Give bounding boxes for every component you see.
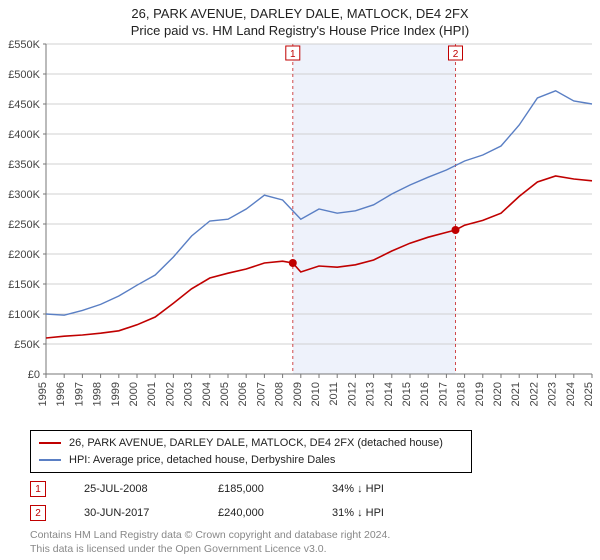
svg-text:£250K: £250K [8, 219, 40, 231]
svg-text:2023: 2023 [547, 382, 559, 406]
legend-swatch-property [39, 442, 61, 444]
svg-text:2020: 2020 [492, 382, 504, 406]
svg-text:£0: £0 [28, 369, 40, 381]
attribution-line1: Contains HM Land Registry data © Crown c… [30, 529, 590, 543]
svg-text:2000: 2000 [128, 382, 140, 406]
sale-row-1: 1 25-JUL-2008 £185,000 34% ↓ HPI [30, 481, 590, 497]
svg-text:2: 2 [453, 49, 459, 60]
svg-text:1995: 1995 [37, 382, 49, 406]
svg-text:£450K: £450K [8, 99, 40, 111]
svg-text:1997: 1997 [73, 382, 85, 406]
svg-text:£200K: £200K [8, 249, 40, 261]
svg-text:2024: 2024 [565, 382, 577, 406]
attribution-line2: This data is licensed under the Open Gov… [30, 543, 590, 557]
attribution: Contains HM Land Registry data © Crown c… [30, 529, 590, 556]
svg-text:2007: 2007 [255, 382, 267, 406]
svg-text:1999: 1999 [110, 382, 122, 406]
legend-row-property: 26, PARK AVENUE, DARLEY DALE, MATLOCK, D… [39, 435, 463, 452]
sale-price-2: £240,000 [218, 507, 328, 519]
svg-text:2002: 2002 [164, 382, 176, 406]
svg-text:2019: 2019 [474, 382, 486, 406]
svg-text:£50K: £50K [14, 339, 40, 351]
svg-text:2004: 2004 [201, 382, 213, 406]
chart-subtitle: Price paid vs. HM Land Registry's House … [0, 23, 600, 38]
svg-text:1996: 1996 [55, 382, 67, 406]
svg-text:2014: 2014 [383, 382, 395, 406]
sale-date-2: 30-JUN-2017 [84, 507, 214, 519]
sale-price-1: £185,000 [218, 483, 328, 495]
svg-text:2018: 2018 [456, 382, 468, 406]
footer-block: 26, PARK AVENUE, DARLEY DALE, MATLOCK, D… [30, 430, 590, 556]
sale-row-2: 2 30-JUN-2017 £240,000 31% ↓ HPI [30, 505, 590, 521]
svg-text:2010: 2010 [310, 382, 322, 406]
svg-text:2003: 2003 [183, 382, 195, 406]
svg-text:2005: 2005 [219, 382, 231, 406]
sale-marker-1: 1 [30, 481, 46, 497]
sale-diff-1: 34% ↓ HPI [332, 483, 452, 495]
svg-text:2025: 2025 [583, 382, 595, 406]
sale-diff-2: 31% ↓ HPI [332, 507, 452, 519]
svg-text:£400K: £400K [8, 129, 40, 141]
svg-text:£500K: £500K [8, 69, 40, 81]
legend-swatch-hpi [39, 459, 61, 461]
svg-text:2021: 2021 [510, 382, 522, 406]
svg-text:£300K: £300K [8, 189, 40, 201]
svg-text:2017: 2017 [437, 382, 449, 406]
svg-text:2001: 2001 [146, 382, 158, 406]
svg-text:£550K: £550K [8, 39, 40, 51]
svg-text:2006: 2006 [237, 382, 249, 406]
svg-text:1998: 1998 [92, 382, 104, 406]
svg-text:2011: 2011 [328, 382, 340, 406]
svg-text:£150K: £150K [8, 279, 40, 291]
svg-text:£350K: £350K [8, 159, 40, 171]
sale-date-1: 25-JUL-2008 [84, 483, 214, 495]
chart-svg: £0 £50K £100K £150K £200K £250K £300K £350K £400… [0, 38, 600, 418]
svg-text:2016: 2016 [419, 382, 431, 406]
svg-text:2012: 2012 [346, 382, 358, 406]
svg-text:£100K: £100K [8, 309, 40, 321]
chart-area: £0 £50K £100K £150K £200K £250K £300K £350K £400… [0, 38, 600, 418]
legend-row-hpi: HPI: Average price, detached house, Derb… [39, 452, 463, 469]
svg-text:2008: 2008 [274, 382, 286, 406]
svg-text:2013: 2013 [365, 382, 377, 406]
svg-text:2022: 2022 [528, 382, 540, 406]
legend-label-property: 26, PARK AVENUE, DARLEY DALE, MATLOCK, D… [69, 435, 443, 452]
legend-label-hpi: HPI: Average price, detached house, Derb… [69, 452, 335, 469]
svg-text:2015: 2015 [401, 382, 413, 406]
legend-box: 26, PARK AVENUE, DARLEY DALE, MATLOCK, D… [30, 430, 472, 473]
sale-marker-2: 2 [30, 505, 46, 521]
chart-title-block: 26, PARK AVENUE, DARLEY DALE, MATLOCK, D… [0, 0, 600, 38]
svg-text:1: 1 [290, 49, 296, 60]
chart-title-address: 26, PARK AVENUE, DARLEY DALE, MATLOCK, D… [0, 6, 600, 21]
svg-text:2009: 2009 [292, 382, 304, 406]
